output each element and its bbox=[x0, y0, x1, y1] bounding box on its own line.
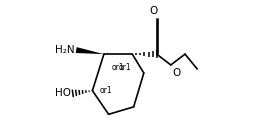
Text: or1: or1 bbox=[100, 86, 113, 95]
Text: O: O bbox=[149, 6, 157, 16]
Text: O: O bbox=[173, 68, 181, 78]
Text: HO: HO bbox=[55, 88, 72, 98]
Text: or1: or1 bbox=[111, 63, 124, 72]
Polygon shape bbox=[76, 47, 104, 54]
Text: H₂N: H₂N bbox=[55, 45, 74, 55]
Text: or1: or1 bbox=[118, 63, 131, 72]
